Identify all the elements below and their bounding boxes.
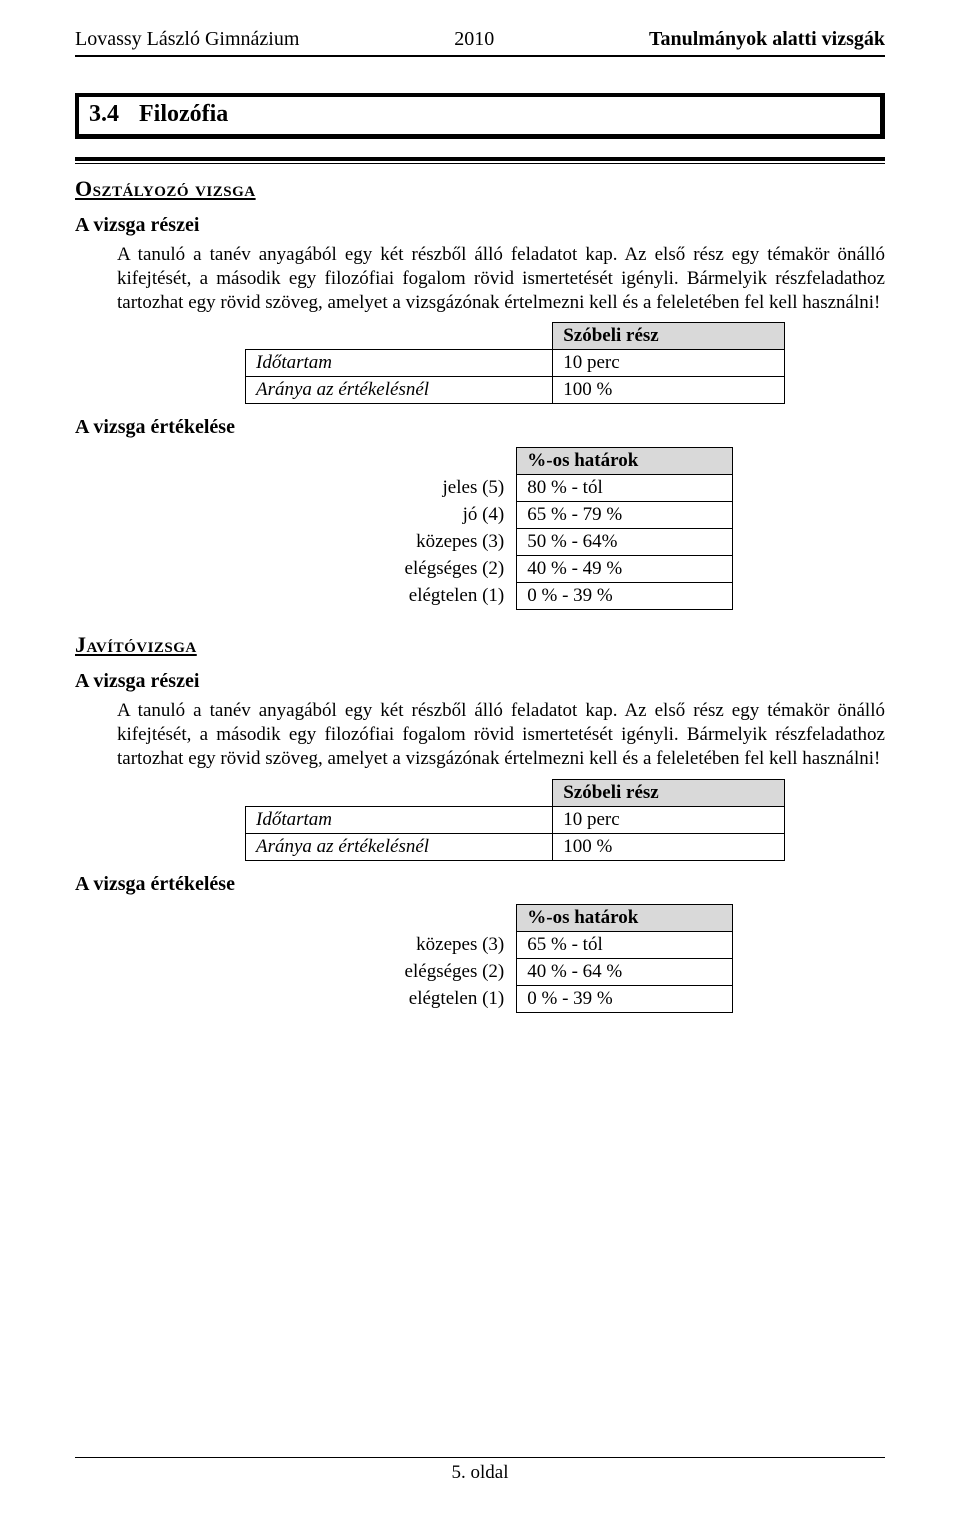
part-row-value: 100 %	[553, 833, 785, 860]
grade-range: 80 % - tól	[517, 475, 733, 502]
part-row-label: Aránya az értékelésnél	[246, 833, 553, 860]
part-row-value: 10 perc	[553, 806, 785, 833]
footer-page-number: 5. oldal	[0, 1462, 960, 1484]
grade-range: 40 % - 64 %	[517, 958, 733, 985]
subsection-parts-title-2: A vizsga részei	[75, 670, 885, 693]
footer-rule	[75, 1457, 885, 1458]
grades-blank	[333, 904, 517, 931]
grade-label: közepes (3)	[333, 529, 517, 556]
grade-range: 65 % - tól	[517, 931, 733, 958]
grade-range: 0 % - 39 %	[517, 583, 733, 610]
grades-header: %-os határok	[517, 448, 733, 475]
grade-label: elégséges (2)	[333, 958, 517, 985]
body-paragraph-2: A tanuló a tanév anyagából egy két részb…	[117, 699, 885, 770]
page-footer: 5. oldal	[0, 1457, 960, 1484]
section-double-rule	[75, 157, 885, 164]
part-row-label: Aránya az értékelésnél	[246, 377, 553, 404]
grade-label: elégséges (2)	[333, 556, 517, 583]
subsection-eval-title-1: A vizsga értékelése	[75, 416, 885, 439]
grade-range: 50 % - 64%	[517, 529, 733, 556]
header-rule	[75, 55, 885, 57]
grade-range: 40 % - 49 %	[517, 556, 733, 583]
section-heading-box: 3.4 Filozófia	[75, 93, 885, 139]
subsection-eval-title-2: A vizsga értékelése	[75, 873, 885, 896]
part-row-label: Időtartam	[246, 350, 553, 377]
body-paragraph-1: A tanuló a tanév anyagából egy két részb…	[117, 243, 885, 314]
grades-table-short: %-os határok közepes (3)65 % - tól elégs…	[333, 904, 733, 1013]
header-right: Tanulmányok alatti vizsgák	[649, 28, 885, 51]
grades-table-full: %-os határok jeles (5)80 % - tól jó (4)6…	[333, 447, 733, 610]
part-table-header: Szóbeli rész	[553, 779, 785, 806]
grade-label: jó (4)	[333, 502, 517, 529]
part-row-value: 100 %	[553, 377, 785, 404]
part-row-label: Időtartam	[246, 806, 553, 833]
part-table-blank	[246, 323, 553, 350]
section-number: 3.4	[89, 101, 119, 127]
grade-label: elégtelen (1)	[333, 985, 517, 1012]
section-title: Filozófia	[139, 101, 228, 127]
grade-range: 0 % - 39 %	[517, 985, 733, 1012]
grade-label: jeles (5)	[333, 475, 517, 502]
header-left: Lovassy László Gimnázium	[75, 28, 299, 51]
page-header: Lovassy László Gimnázium 2010 Tanulmányo…	[75, 0, 885, 51]
part-table-1: Szóbeli rész Időtartam 10 perc Aránya az…	[245, 322, 785, 404]
part-table-header: Szóbeli rész	[553, 323, 785, 350]
subsection-parts-title-1: A vizsga részei	[75, 214, 885, 237]
part-table-blank	[246, 779, 553, 806]
part-row-value: 10 perc	[553, 350, 785, 377]
part-table-2: Szóbeli rész Időtartam 10 perc Aránya az…	[245, 779, 785, 861]
grade-range: 65 % - 79 %	[517, 502, 733, 529]
grade-label: közepes (3)	[333, 931, 517, 958]
grades-header: %-os határok	[517, 904, 733, 931]
header-center: 2010	[454, 28, 494, 51]
grades-blank	[333, 448, 517, 475]
heading-javitovizsga: Javítóvizsga	[75, 632, 885, 658]
heading-osztalyozo-vizsga: Osztályozó vizsga	[75, 176, 885, 202]
grade-label: elégtelen (1)	[333, 583, 517, 610]
